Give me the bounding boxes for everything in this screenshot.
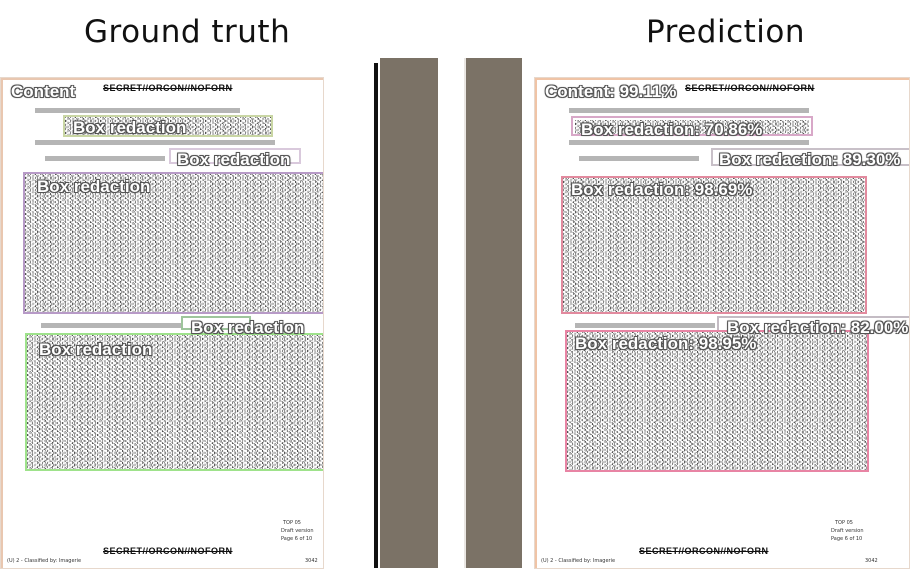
separator-strip-right xyxy=(466,58,522,568)
document-header: SECRET//ORCON//NOFORN xyxy=(685,83,815,93)
content-label: Content: 99.11% xyxy=(545,82,677,101)
page-info-line: TOP 05 xyxy=(835,520,853,526)
page-info-line: Page 6 of 10 xyxy=(281,536,313,542)
redaction-label: Box redaction: 89.30% xyxy=(719,150,901,169)
page-info-line: TOP 05 xyxy=(283,520,301,526)
redaction-label: Box redaction: 98.95% xyxy=(575,334,757,353)
page-info-line: Draft version xyxy=(831,528,864,534)
redaction-box xyxy=(181,316,251,330)
footer-left: (U) 2 - Classified by: Imagerie xyxy=(7,558,82,564)
page-info-line: Page 6 of 10 xyxy=(831,536,863,542)
redaction-noise xyxy=(65,117,271,135)
redaction-box xyxy=(711,148,909,166)
footer-left: (U) 2 - Classified by: Imagerie xyxy=(541,558,616,564)
redaction-box xyxy=(63,115,273,137)
ground-truth-page: SECRET//ORCON//NOFORN Content Box redact… xyxy=(0,77,324,569)
redaction-box xyxy=(571,116,813,136)
text-line xyxy=(575,323,715,328)
document-footer: SECRET//ORCON//NOFORN xyxy=(103,546,233,556)
redaction-box xyxy=(25,333,323,471)
redaction-label: Box redaction: 98.69% xyxy=(571,180,753,199)
text-line xyxy=(579,156,699,161)
redaction-label: Box redaction: 82.00% xyxy=(727,318,909,337)
footer-right: 3042 xyxy=(865,558,878,564)
redaction-label: Box redaction: 70.86% xyxy=(581,120,763,139)
text-line xyxy=(35,108,240,113)
redaction-box xyxy=(169,148,301,164)
redaction-label: Box redaction xyxy=(73,118,187,137)
divider-line-light xyxy=(464,58,466,568)
redaction-box xyxy=(565,330,869,472)
redaction-noise xyxy=(567,332,867,470)
redaction-noise xyxy=(575,120,809,134)
page-info-line: Draft version xyxy=(281,528,314,534)
document-footer: SECRET//ORCON//NOFORN xyxy=(639,546,769,556)
redaction-label: Box redaction xyxy=(39,340,153,359)
content-box xyxy=(535,78,909,568)
redaction-label: Box redaction xyxy=(37,177,151,196)
redaction-noise xyxy=(25,174,323,312)
text-line xyxy=(41,323,181,328)
text-line xyxy=(569,140,809,145)
text-line xyxy=(35,140,275,145)
prediction-title: Prediction xyxy=(646,14,806,50)
document-header: SECRET//ORCON//NOFORN xyxy=(103,83,233,93)
divider-line xyxy=(374,63,378,568)
redaction-box xyxy=(561,176,867,314)
footer-right: 3042 xyxy=(305,558,318,564)
redaction-noise xyxy=(27,335,323,469)
ground-truth-title: Ground truth xyxy=(84,14,291,50)
prediction-page: SECRET//ORCON//NOFORN Content: 99.11% Bo… xyxy=(534,77,910,569)
separator-strip-left xyxy=(380,58,438,568)
text-line xyxy=(45,156,165,161)
redaction-box xyxy=(23,172,323,314)
text-line xyxy=(569,108,809,113)
content-box xyxy=(1,78,323,568)
redaction-label: Box redaction xyxy=(177,150,291,169)
redaction-label: Box redaction xyxy=(191,318,305,337)
content-label: Content xyxy=(11,82,76,101)
redaction-noise xyxy=(563,178,865,312)
